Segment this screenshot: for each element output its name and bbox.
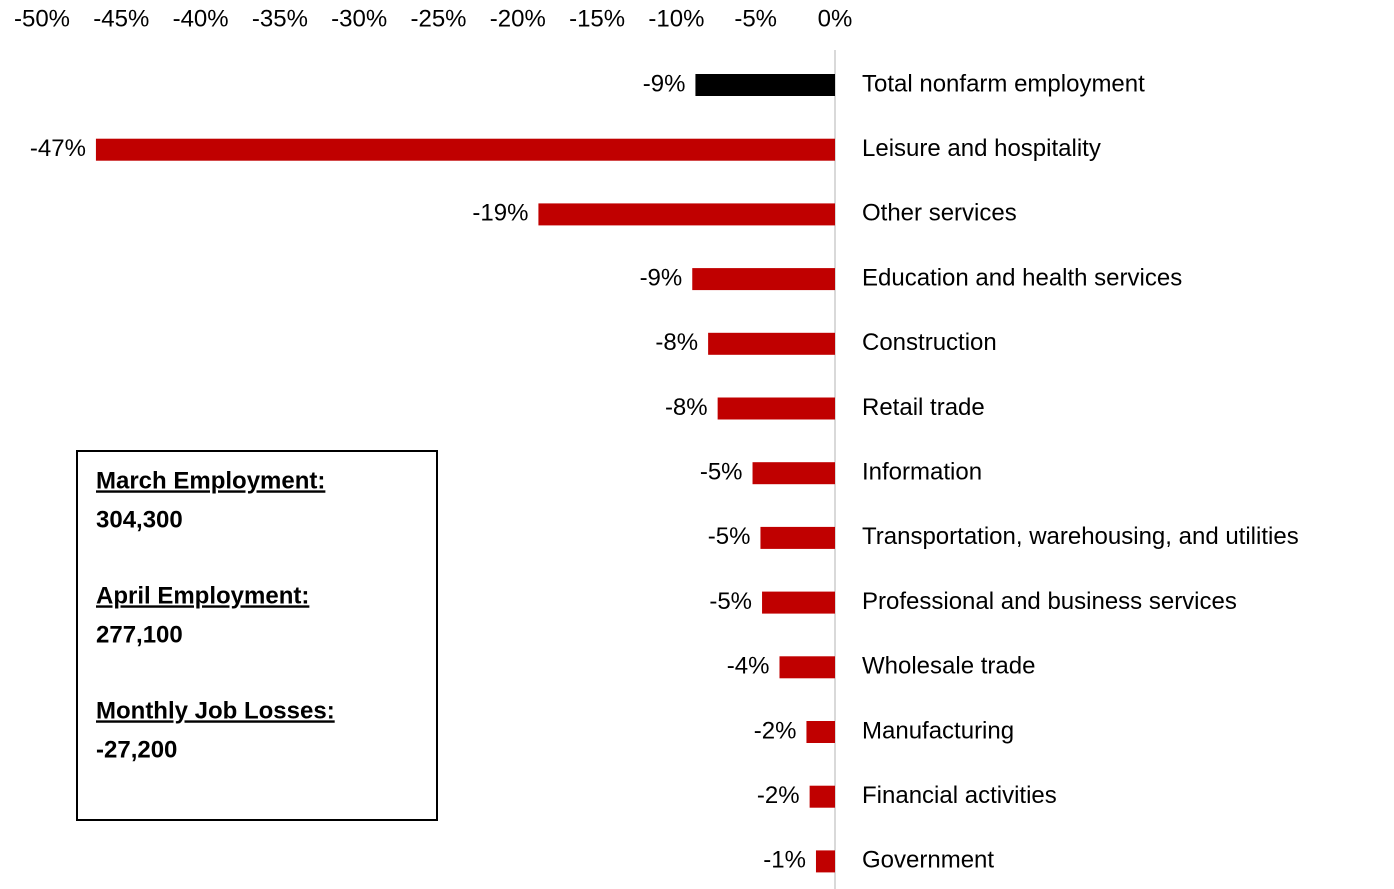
data-label: -19% [472,200,528,227]
data-label: -1% [763,847,806,874]
data-label: -8% [655,329,698,356]
data-label: -2% [754,717,797,744]
bar [760,526,835,549]
data-label: -9% [643,70,686,97]
category-label: Manufacturing [862,717,1014,744]
category-label: Construction [862,329,997,356]
bar [809,785,835,808]
bar [806,721,835,743]
x-tick-label: -10% [648,5,704,32]
bar [717,397,835,420]
x-tick-label: -25% [410,5,466,32]
data-label: -5% [709,588,752,615]
bar [538,203,835,226]
bar [762,591,835,614]
bar [815,850,835,873]
category-label: Education and health services [862,264,1182,291]
box-value: 304,300 [96,506,183,533]
x-tick-label: -40% [173,5,229,32]
x-tick-label: -20% [490,5,546,32]
data-label: -5% [708,523,751,550]
data-label: -4% [727,653,770,680]
data-label: -47% [30,135,86,162]
category-label: Other services [862,200,1017,227]
category-label: Wholesale trade [862,653,1035,680]
bar [708,332,835,355]
box-heading: March Employment: [96,467,325,494]
x-tick-label: -35% [252,5,308,32]
category-label: Transportation, warehousing, and utiliti… [862,523,1299,550]
x-tick-label: -30% [331,5,387,32]
x-tick-label: 0% [818,5,853,32]
category-label: Retail trade [862,394,985,421]
category-label: Government [862,847,994,874]
data-label: -8% [665,394,708,421]
bar [695,74,835,96]
category-label: Information [862,459,982,486]
data-label: -2% [757,782,800,809]
x-tick-label: -45% [93,5,149,32]
x-tick-label: -15% [569,5,625,32]
data-label: -5% [700,459,743,486]
box-heading: Monthly Job Losses: [96,697,335,724]
x-tick-label: -5% [734,5,777,32]
box-value: 277,100 [96,621,183,648]
category-label: Total nonfarm employment [862,70,1145,97]
box-heading: April Employment: [96,582,309,609]
x-tick-label: -50% [14,5,70,32]
bar [779,656,835,679]
data-label: -9% [640,264,683,291]
category-label: Professional and business services [862,588,1237,615]
bar [752,462,835,485]
annotation-box [76,450,438,821]
box-value: -27,200 [96,736,177,763]
bar [95,138,835,161]
category-label: Financial activities [862,782,1057,809]
category-label: Leisure and hospitality [862,135,1101,162]
bar [692,268,835,291]
